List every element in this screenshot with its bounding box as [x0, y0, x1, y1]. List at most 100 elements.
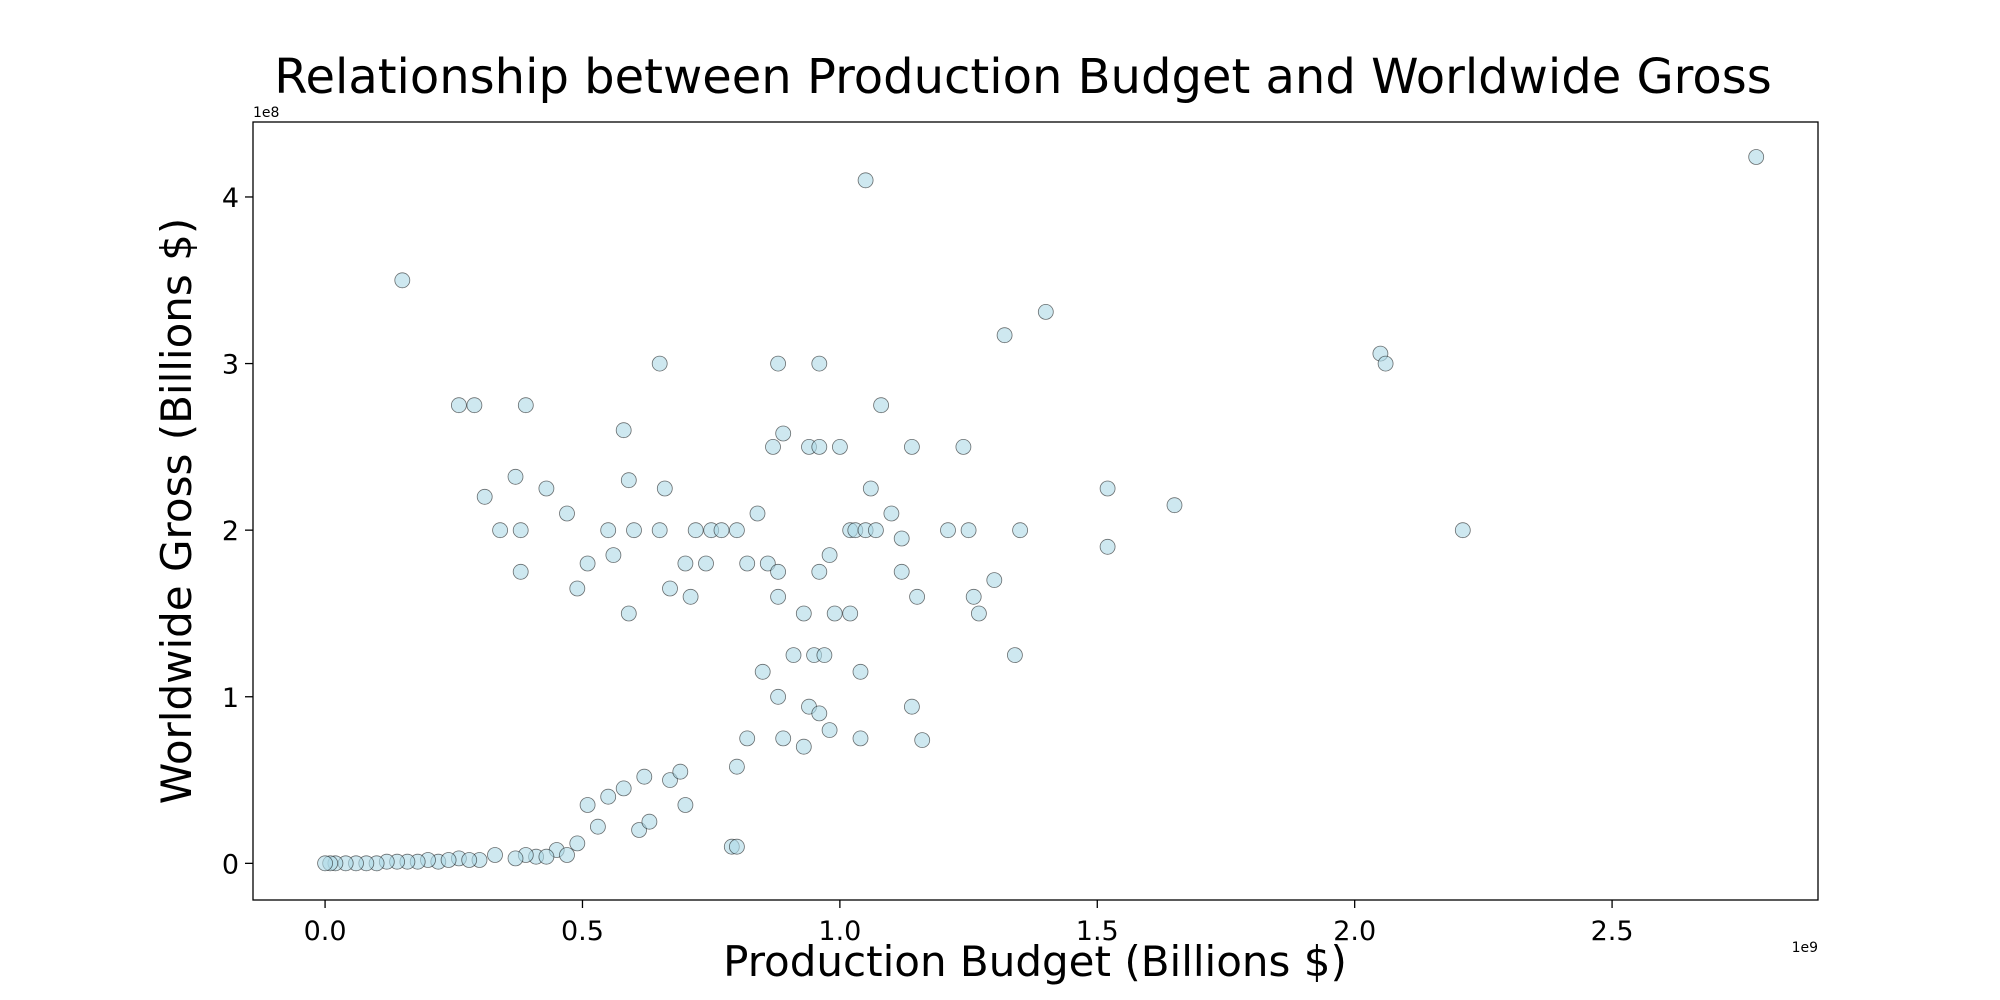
data-point — [862, 480, 879, 497]
data-point — [868, 522, 884, 539]
data-point — [615, 422, 632, 439]
data-point — [909, 588, 925, 605]
data-point — [698, 555, 714, 572]
data-point — [620, 605, 637, 622]
data-point — [1012, 522, 1028, 539]
data-point — [893, 530, 910, 547]
x-axis-label: Production Budget (Billions $) — [723, 937, 1347, 986]
data-point — [770, 563, 786, 580]
data-point — [770, 355, 786, 372]
data-point — [765, 438, 781, 455]
data-point — [450, 397, 467, 414]
data-point — [965, 588, 982, 605]
data-point — [811, 438, 828, 455]
data-point — [770, 688, 786, 705]
data-point — [775, 730, 792, 747]
data-point — [579, 555, 596, 572]
x-axis: 0.0 0.5 1.0 1.5 2.0 2.5 — [304, 900, 1634, 947]
data-point — [816, 647, 833, 663]
data-point — [512, 522, 529, 539]
data-point — [559, 505, 575, 522]
data-point — [507, 850, 524, 867]
data-point — [729, 758, 745, 775]
data-point — [832, 438, 848, 455]
y-offset-label: 1e8 — [253, 105, 279, 121]
data-point — [857, 172, 874, 189]
data-point — [821, 547, 838, 563]
data-point — [971, 605, 987, 622]
y-tick-label: 4 — [222, 183, 239, 214]
data-point — [507, 468, 524, 485]
data-point — [770, 588, 786, 605]
data-point — [569, 580, 586, 597]
data-point — [904, 698, 920, 715]
data-point — [729, 838, 745, 855]
data-point — [996, 327, 1013, 344]
y-tick-label: 3 — [222, 350, 239, 381]
data-point — [842, 605, 859, 622]
data-point — [713, 522, 730, 539]
data-point — [677, 555, 694, 572]
data-point — [631, 822, 647, 838]
data-point — [590, 818, 606, 835]
plot-area-frame — [252, 121, 1819, 901]
data-point — [394, 272, 411, 289]
data-point — [569, 835, 586, 852]
data-point — [579, 797, 596, 813]
data-point — [615, 780, 632, 797]
data-point — [600, 788, 617, 805]
y-tick-label: 2 — [222, 516, 239, 547]
data-point — [605, 547, 622, 563]
data-point — [811, 705, 828, 722]
data-point — [677, 797, 694, 813]
chart-title: Relationship between Production Budget a… — [274, 49, 1772, 105]
data-point — [940, 522, 956, 539]
x-offset-label: 1e9 — [1792, 940, 1818, 956]
data-point — [466, 397, 483, 414]
data-point — [662, 772, 678, 788]
data-point — [852, 730, 869, 747]
x-tick-label: 0.0 — [304, 916, 347, 947]
data-point — [461, 852, 478, 868]
data-point — [682, 588, 699, 605]
data-point — [739, 730, 756, 747]
data-point — [440, 852, 457, 868]
data-point — [795, 738, 812, 755]
data-point — [759, 555, 776, 572]
data-point — [492, 522, 509, 539]
data-point — [1377, 355, 1394, 372]
x-tick-label: 0.5 — [561, 916, 604, 947]
data-point — [749, 505, 766, 522]
data-point — [620, 472, 637, 489]
x-tick-label: 1.5 — [1076, 916, 1119, 947]
data-point — [1166, 497, 1183, 514]
data-point — [986, 572, 1003, 588]
data-point — [852, 663, 869, 680]
y-axis-label: Worldwide Gross (Billions $) — [152, 218, 201, 804]
data-point — [600, 522, 617, 539]
data-point — [729, 522, 745, 539]
data-point — [626, 522, 642, 539]
x-tick-label: 1.0 — [818, 916, 861, 947]
data-point — [1099, 538, 1116, 555]
data-point — [754, 663, 771, 680]
data-point — [960, 522, 977, 539]
data-point — [1037, 303, 1054, 320]
data-point — [1007, 647, 1023, 663]
data-point — [739, 555, 756, 572]
data-point — [811, 563, 828, 580]
data-point — [538, 848, 555, 865]
y-tick-label: 0 — [222, 849, 239, 880]
data-point — [559, 847, 575, 863]
data-point — [687, 522, 704, 539]
data-point — [1099, 480, 1116, 497]
y-axis: 0 1 2 3 4 — [222, 183, 253, 880]
data-point — [517, 397, 534, 414]
data-point — [914, 732, 931, 748]
data-point — [317, 855, 334, 872]
y-tick-label: 1 — [222, 683, 239, 714]
data-point — [883, 505, 900, 522]
x-tick-label: 2.5 — [1591, 916, 1634, 947]
